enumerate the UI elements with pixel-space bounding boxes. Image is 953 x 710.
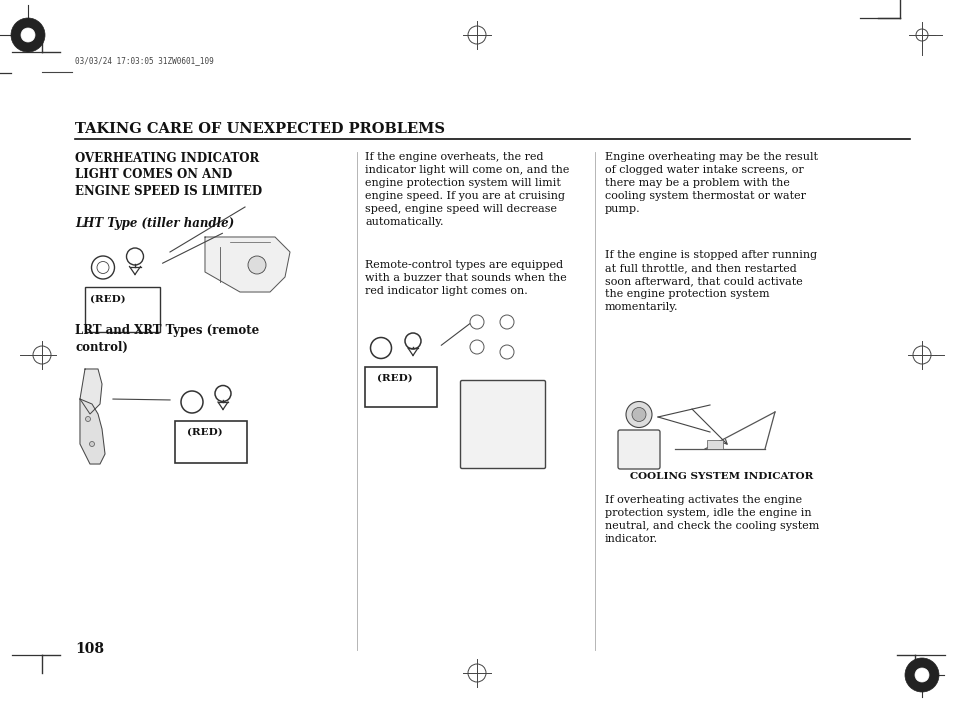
Polygon shape	[80, 399, 105, 464]
Text: If overheating activates the engine
protection system, idle the engine in
neutra: If overheating activates the engine prot…	[604, 495, 819, 544]
Text: If the engine overheats, the red
indicator light will come on, and the
engine pr: If the engine overheats, the red indicat…	[365, 152, 569, 227]
Circle shape	[904, 658, 938, 692]
FancyBboxPatch shape	[460, 381, 545, 469]
Circle shape	[248, 256, 266, 274]
Text: (RED): (RED)	[187, 428, 222, 437]
Bar	[365, 367, 436, 407]
Circle shape	[90, 442, 94, 447]
Text: If the engine is stopped after running
at full throttle, and then restarted
soon: If the engine is stopped after running a…	[604, 250, 817, 312]
Text: 108: 108	[75, 642, 104, 656]
Bar	[85, 287, 160, 332]
FancyBboxPatch shape	[618, 430, 659, 469]
Text: Remote-control types are equipped
with a buzzer that sounds when the
red indicat: Remote-control types are equipped with a…	[365, 260, 566, 296]
Circle shape	[86, 417, 91, 422]
Text: OVERHEATING INDICATOR
LIGHT COMES ON AND
ENGINE SPEED IS LIMITED: OVERHEATING INDICATOR LIGHT COMES ON AND…	[75, 152, 262, 198]
Text: (RED): (RED)	[376, 374, 413, 383]
Text: LHT Type (tiller handle): LHT Type (tiller handle)	[75, 217, 233, 230]
Polygon shape	[205, 237, 290, 292]
Circle shape	[625, 401, 651, 427]
Text: 03/03/24 17:03:05 31ZW0601_109: 03/03/24 17:03:05 31ZW0601_109	[75, 56, 213, 65]
Text: COOLING SYSTEM INDICATOR: COOLING SYSTEM INDICATOR	[629, 472, 813, 481]
Text: (RED): (RED)	[90, 295, 126, 304]
Circle shape	[21, 28, 35, 42]
Polygon shape	[80, 369, 102, 414]
Text: Engine overheating may be the result
of clogged water intake screens, or
there m: Engine overheating may be the result of …	[604, 152, 817, 214]
Circle shape	[11, 18, 45, 52]
Text: LRT and XRT Types (remote
control): LRT and XRT Types (remote control)	[75, 324, 259, 354]
Text: TAKING CARE OF UNEXPECTED PROBLEMS: TAKING CARE OF UNEXPECTED PROBLEMS	[75, 122, 444, 136]
Bar	[174, 421, 247, 463]
Bar	[706, 440, 722, 449]
Circle shape	[631, 408, 645, 422]
Circle shape	[914, 668, 928, 682]
